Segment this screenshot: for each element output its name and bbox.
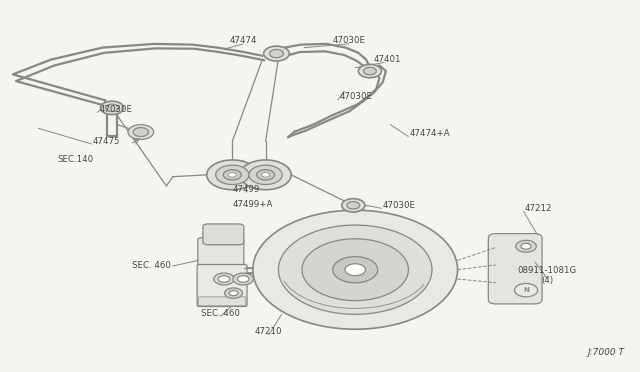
Text: 08911-1081G
(4): 08911-1081G (4)	[518, 266, 577, 285]
Circle shape	[253, 210, 458, 329]
Circle shape	[269, 49, 284, 58]
Circle shape	[264, 46, 289, 61]
Circle shape	[207, 160, 258, 190]
Circle shape	[240, 160, 291, 190]
Circle shape	[262, 173, 269, 177]
Text: 47030E: 47030E	[332, 36, 365, 45]
Text: 47499: 47499	[233, 185, 260, 194]
Text: 47474: 47474	[230, 36, 257, 45]
Circle shape	[228, 173, 236, 177]
Circle shape	[515, 283, 538, 297]
Circle shape	[223, 170, 241, 180]
Text: N: N	[523, 287, 529, 293]
Circle shape	[106, 104, 118, 112]
Text: J:7000 T: J:7000 T	[587, 348, 624, 357]
Text: 47499+A: 47499+A	[232, 200, 273, 209]
Circle shape	[229, 291, 238, 296]
Circle shape	[348, 201, 365, 211]
Circle shape	[521, 243, 531, 249]
Circle shape	[233, 273, 253, 285]
Text: 47212: 47212	[525, 204, 552, 213]
Circle shape	[345, 264, 365, 276]
FancyBboxPatch shape	[488, 234, 542, 304]
Text: 47030E: 47030E	[339, 92, 372, 101]
Text: 47210: 47210	[255, 327, 282, 336]
Text: 47030E: 47030E	[99, 105, 132, 114]
Circle shape	[218, 276, 230, 282]
Text: SEC. 460: SEC. 460	[202, 309, 240, 318]
Text: SEC. 460: SEC. 460	[132, 262, 171, 270]
Circle shape	[216, 165, 249, 185]
Circle shape	[100, 101, 124, 115]
Text: 47475: 47475	[93, 137, 120, 146]
FancyBboxPatch shape	[203, 224, 244, 245]
Circle shape	[128, 125, 154, 140]
Circle shape	[302, 239, 408, 301]
Text: SEC.140: SEC.140	[58, 155, 93, 164]
Circle shape	[249, 165, 282, 185]
Text: 47030E: 47030E	[383, 201, 416, 210]
FancyBboxPatch shape	[197, 264, 247, 307]
Circle shape	[333, 257, 378, 283]
Circle shape	[214, 273, 234, 285]
Text: 47474+A: 47474+A	[410, 129, 450, 138]
Circle shape	[364, 67, 376, 75]
Circle shape	[237, 276, 249, 282]
Circle shape	[347, 202, 360, 209]
FancyBboxPatch shape	[198, 297, 246, 306]
Circle shape	[342, 199, 365, 212]
Circle shape	[133, 128, 148, 137]
FancyBboxPatch shape	[198, 238, 244, 270]
Circle shape	[225, 288, 243, 298]
Circle shape	[257, 170, 275, 180]
Circle shape	[278, 225, 432, 314]
Circle shape	[516, 240, 536, 252]
Circle shape	[358, 64, 381, 78]
Text: 47401: 47401	[374, 55, 401, 64]
